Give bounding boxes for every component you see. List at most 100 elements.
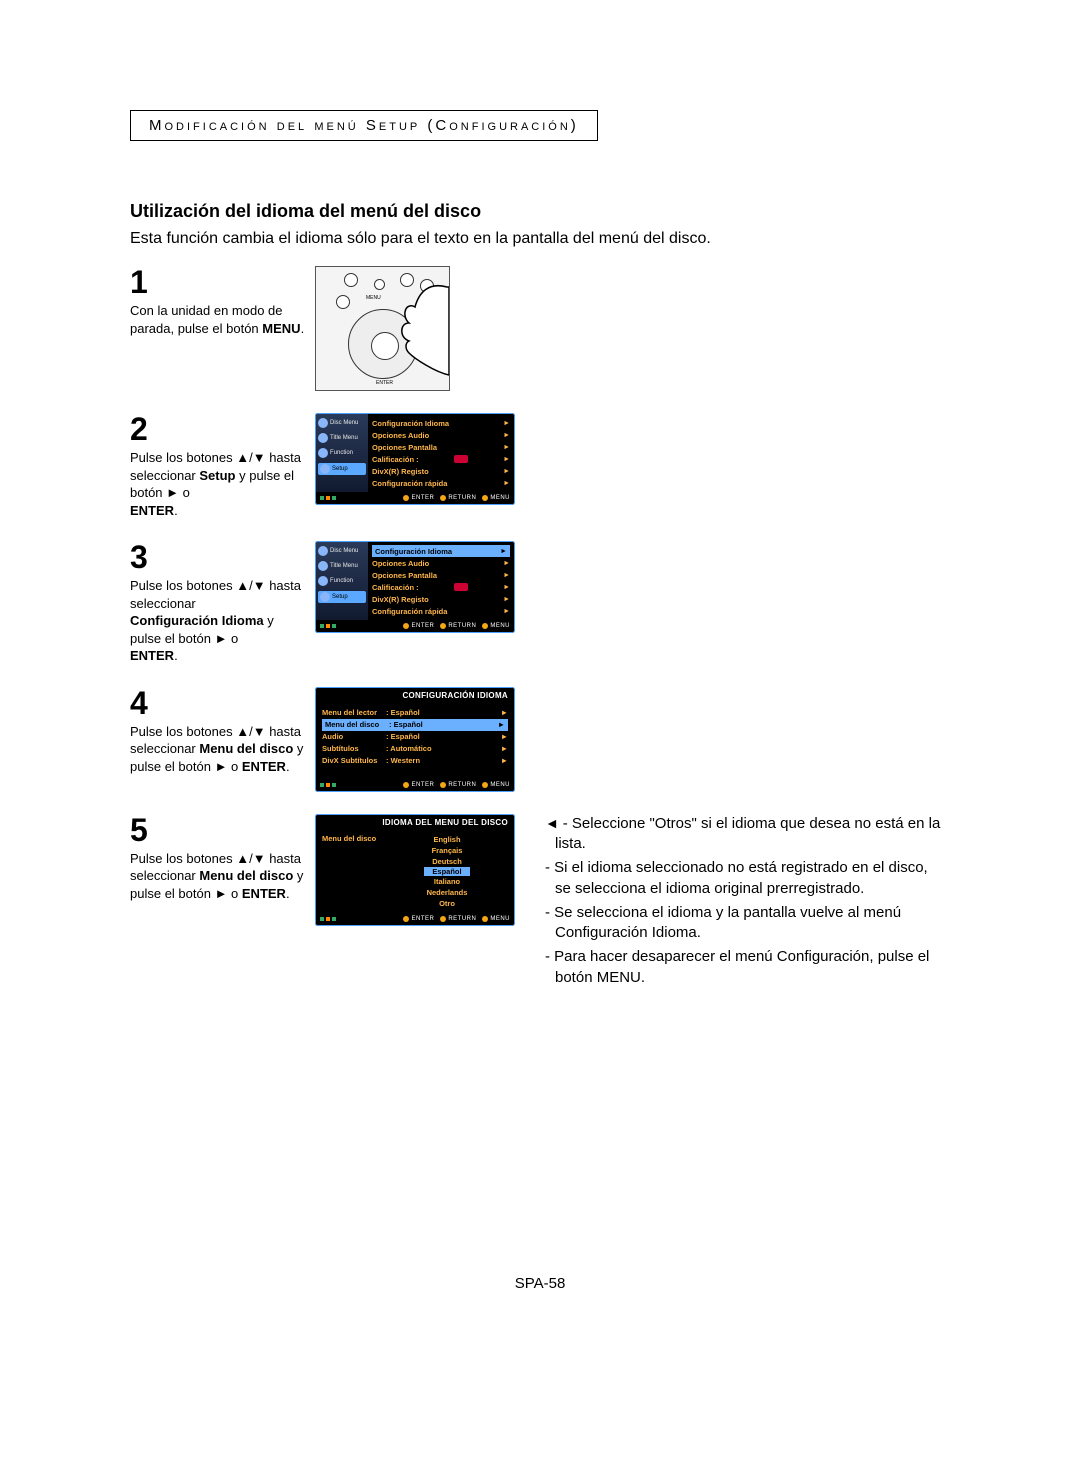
lang-option: Italiano	[386, 876, 508, 887]
chevron-right-icon: ►	[503, 572, 510, 579]
chevron-right-icon: ►	[501, 708, 508, 717]
rating-badge-icon	[454, 455, 468, 463]
step-3-l3: .	[174, 648, 178, 663]
chevron-right-icon: ►	[503, 420, 510, 427]
osd-footer: ENTER RETURN MENU	[316, 492, 514, 504]
title-icon	[318, 433, 328, 443]
step-2-number: 2	[130, 413, 305, 445]
step-2-text: Pulse los botones ▲/▼ hasta seleccionar …	[130, 449, 305, 519]
step-5-b1: Menu del disco	[199, 868, 293, 883]
osd-row: DivX(R) Registo►	[372, 593, 510, 605]
osd-lang-label: Menu del disco	[322, 834, 386, 909]
chevron-right-icon: ►	[503, 480, 510, 487]
note-4: Para hacer desaparecer el menú Configura…	[554, 948, 929, 985]
step-1-pre: Con la unidad en modo de parada, pulse e…	[130, 303, 283, 336]
chevron-right-icon: ►	[501, 732, 508, 741]
remote-control-illustration: MENU ENTER	[315, 266, 450, 391]
step-1: 1 Con la unidad en modo de parada, pulse…	[130, 266, 950, 391]
step-5-l3: .	[286, 886, 290, 901]
hand-icon	[389, 277, 449, 377]
step-1-text: Con la unidad en modo de parada, pulse e…	[130, 302, 305, 337]
osd-footer: ENTER RETURN MENU	[316, 779, 514, 791]
osd-sidebar-function: Function	[318, 448, 366, 458]
osd-title-bar: CONFIGURACIÓN IDIOMA	[316, 688, 514, 703]
osd-sidebar-title: Title Menu	[318, 433, 366, 443]
osd-sidebar: Disc Menu Title Menu Function Setup	[316, 542, 368, 620]
osd-row: Configuración Idioma►	[372, 417, 510, 429]
step-2: 2 Pulse los botones ▲/▼ hasta selecciona…	[130, 413, 950, 519]
osd-sidebar-setup: Setup	[318, 463, 366, 475]
osd-kv-row-highlighted: Menu del disco: Español►	[322, 719, 508, 731]
osd-sidebar-title: Title Menu	[318, 561, 366, 571]
lang-option: Otro	[386, 898, 508, 909]
chevron-right-icon: ►	[503, 468, 510, 475]
page-header-box: Modificación del menú Setup (Configuraci…	[130, 110, 598, 141]
osd-sidebar: Disc Menu Title Menu Function Setup	[316, 414, 368, 492]
osd-kv-row: DivX Subtítulos: Western►	[322, 755, 508, 767]
step-1-number: 1	[130, 266, 305, 298]
disc-icon	[318, 418, 328, 428]
osd-kv-row: Audio: Español►	[322, 731, 508, 743]
osd-title-bar: IDIOMA DEL MENU DEL DISCO	[316, 815, 514, 830]
step-1-bold: MENU	[262, 321, 300, 336]
gear-icon	[320, 464, 330, 474]
step-2-l3: .	[174, 503, 178, 518]
function-icon	[318, 576, 328, 586]
page-header-text: Modificación del menú Setup (Configuraci…	[149, 117, 579, 134]
chevron-right-icon: ►	[503, 584, 510, 591]
note-3: Se selecciona el idioma y la pantalla vu…	[554, 904, 901, 941]
step-3-text: Pulse los botones ▲/▼ hasta seleccionar …	[130, 577, 305, 665]
step-3-number: 3	[130, 541, 305, 573]
step-2-b2: ENTER	[130, 503, 174, 518]
chevron-right-icon: ►	[503, 456, 510, 463]
osd-row: Opciones Audio►	[372, 557, 510, 569]
step-1-post: .	[301, 321, 305, 336]
osd-sidebar-disc: Disc Menu	[318, 418, 366, 428]
note-2: Si el idioma seleccionado no está regist…	[554, 859, 928, 896]
lang-option-highlighted: Español	[424, 867, 469, 876]
osd-row: Opciones Audio►	[372, 429, 510, 441]
step-1-image: MENU ENTER	[315, 266, 515, 391]
chevron-right-icon: ►	[500, 548, 507, 555]
osd-sidebar-function: Function	[318, 576, 366, 586]
step-4-l3: .	[286, 759, 290, 774]
step-3-b1: Configuración Idioma	[130, 613, 264, 628]
step-5-number: 5	[130, 814, 305, 846]
step-3-osd: Disc Menu Title Menu Function Setup Conf…	[315, 541, 515, 633]
osd-menu-list: Configuración Idioma► Opciones Audio► Op…	[368, 542, 514, 620]
chevron-right-icon: ►	[501, 756, 508, 765]
page-number: SPA-58	[0, 1275, 1080, 1292]
step-4-b1: Menu del disco	[199, 741, 293, 756]
chevron-right-icon: ►	[501, 744, 508, 753]
step-3-l1: Pulse los botones ▲/▼ hasta seleccionar	[130, 578, 301, 611]
lang-option: English	[386, 834, 508, 845]
section-intro: Esta función cambia el idioma sólo para …	[130, 230, 950, 248]
step-4: 4 Pulse los botones ▲/▼ hasta selecciona…	[130, 687, 950, 792]
osd-footer: ENTER RETURN MENU	[316, 620, 514, 632]
osd-row-highlighted: Configuración Idioma►	[372, 545, 510, 557]
osd-row: Configuración rápida►	[372, 605, 510, 617]
osd-row: DivX(R) Registo►	[372, 465, 510, 477]
step-4-osd: CONFIGURACIÓN IDIOMA Menu del lector: Es…	[315, 687, 515, 792]
osd-row: Calificación :►	[372, 581, 510, 593]
chevron-right-icon: ►	[503, 560, 510, 567]
triangle-left-icon: ◄	[545, 815, 563, 831]
step-4-b2: ENTER	[242, 759, 286, 774]
chevron-right-icon: ►	[503, 608, 510, 615]
osd-row: Configuración rápida►	[372, 477, 510, 489]
function-icon	[318, 448, 328, 458]
step-4-number: 4	[130, 687, 305, 719]
osd-row: Calificación :►	[372, 453, 510, 465]
step-5-b2: ENTER	[242, 886, 286, 901]
chevron-right-icon: ►	[498, 720, 505, 729]
osd-kv-row: Menu del lector: Español►	[322, 707, 508, 719]
step-5-osd: IDIOMA DEL MENU DEL DISCO Menu del disco…	[315, 814, 515, 926]
step-5-row: 5 Pulse los botones ▲/▼ hasta selecciona…	[130, 814, 950, 992]
osd-sidebar-disc: Disc Menu	[318, 546, 366, 556]
gear-icon	[320, 592, 330, 602]
note-1: Seleccione "Otros" si el idioma que dese…	[555, 815, 940, 852]
lang-option: Deutsch	[386, 856, 508, 867]
step-2-b1: Setup	[199, 468, 235, 483]
disc-icon	[318, 546, 328, 556]
step-3-b2: ENTER	[130, 648, 174, 663]
